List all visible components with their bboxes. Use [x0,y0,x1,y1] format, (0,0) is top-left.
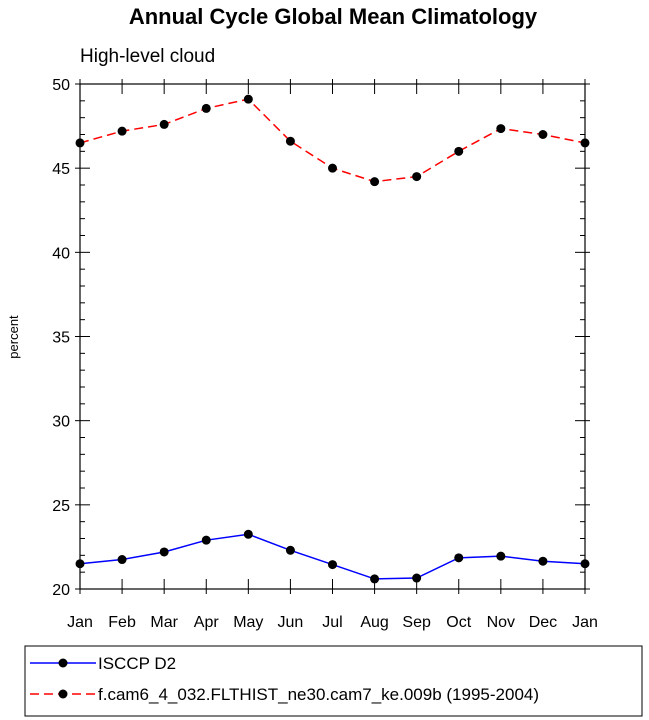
data-point [454,553,464,563]
x-tick-label: Apr [194,614,220,631]
data-point [243,529,253,539]
x-tick-label: Nov [487,614,515,631]
series-line [79,533,586,580]
legend: ISCCP D2 f.cam6_4_032.FLTHIST_ne30.cam7_k… [24,645,643,717]
data-point [201,535,211,545]
data-point [328,560,337,570]
y-axis-label: percent [6,315,21,359]
data-point [201,103,211,113]
data-point [328,163,337,173]
legend-label: ISCCP D2 [98,654,176,673]
y-tick-label: 25 [52,498,70,515]
legend-marker [58,689,68,699]
x-tick-label: Dec [529,614,557,631]
x-tick-label: May [233,614,263,631]
minor-ticks [80,100,585,573]
x-tick-label: Mar [150,614,178,631]
data-point [370,177,380,187]
data-point [243,94,253,104]
plot-frame [79,83,586,590]
series-2 [75,94,590,187]
series-layer [75,94,590,584]
data-point [496,551,506,561]
data-point [412,573,422,583]
legend-box [24,645,643,717]
data-point [412,172,422,182]
data-point [117,126,127,136]
legend-item-1: ISCCP D2 [30,654,176,673]
data-point [538,130,548,139]
y-tick-label: 45 [52,161,70,178]
data-point [496,124,506,134]
series-1 [75,529,590,584]
x-tick-label: Aug [360,614,388,631]
data-point [285,136,295,146]
y-tick-label: 30 [52,414,70,431]
x-tick-label: Jul [322,614,342,631]
x-tick-label: Jun [278,614,304,631]
chart-subtitle: High-level cloud [80,46,215,67]
y-tick-labels: 20 25 30 35 40 45 50 [52,77,70,599]
legend-marker [58,658,68,668]
legend-item-2: f.cam6_4_032.FLTHIST_ne30.cam7_ke.009b (… [30,685,539,704]
data-point [370,574,380,584]
y-tick-label: 50 [52,77,70,94]
y-tick-label: 40 [52,245,70,262]
x-tick-label: Oct [446,614,471,631]
x-tick-label: Feb [108,614,136,631]
data-point [454,146,464,156]
legend-label: f.cam6_4_032.FLTHIST_ne30.cam7_ke.009b (… [98,685,539,704]
data-point [159,547,169,557]
chart-title: Annual Cycle Global Mean Climatology [129,4,538,29]
x-tick-label: Jan [67,614,93,631]
major-ticks [75,79,590,594]
x-tick-labels: Jan Feb Mar Apr May Jun Jul Aug Sep Oct Nov Dec Jan [67,614,598,631]
x-tick-label: Jan [572,614,598,631]
data-point [538,556,548,566]
data-point [159,119,169,129]
y-tick-label: 35 [52,330,70,347]
y-tick-label: 20 [52,582,70,599]
data-point [117,555,127,565]
data-point [285,545,295,555]
x-tick-label: Sep [402,614,431,631]
